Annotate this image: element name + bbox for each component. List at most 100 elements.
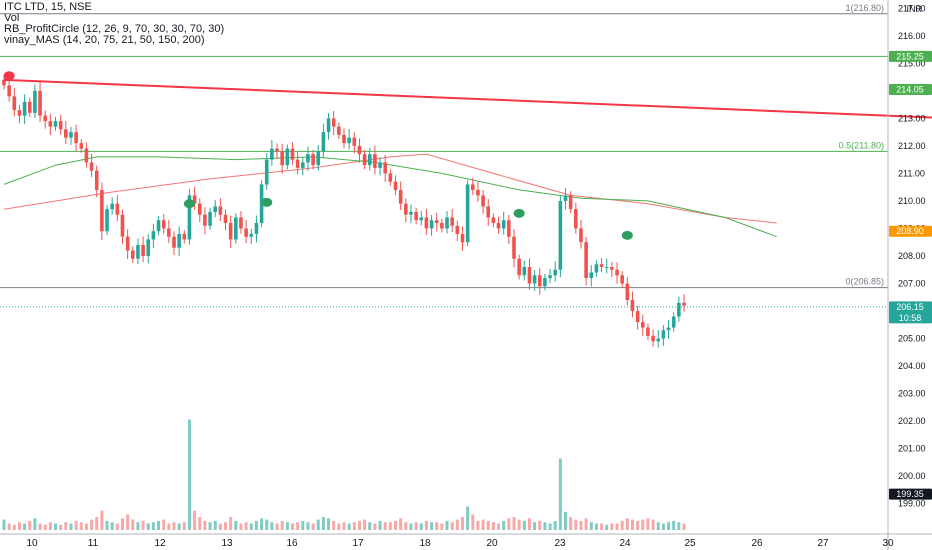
- candle[interactable]: [84, 148, 89, 163]
- candle[interactable]: [156, 220, 161, 232]
- candle[interactable]: [326, 118, 331, 133]
- candle[interactable]: [517, 258, 521, 276]
- candle[interactable]: [491, 217, 496, 223]
- candle[interactable]: [208, 211, 212, 226]
- candle[interactable]: [105, 209, 109, 232]
- candle[interactable]: [522, 267, 527, 276]
- candle[interactable]: [460, 233, 465, 243]
- candle[interactable]: [239, 217, 243, 229]
- candle[interactable]: [64, 129, 68, 138]
- candle[interactable]: [594, 264, 599, 273]
- candle[interactable]: [409, 211, 413, 215]
- candle[interactable]: [630, 300, 635, 312]
- candle[interactable]: [640, 322, 645, 328]
- plot-area[interactable]: 1(216.80) 0.5(211.80) 0(206.85): [0, 3, 932, 530]
- candle[interactable]: [558, 200, 563, 270]
- candle[interactable]: [74, 132, 78, 144]
- candle[interactable]: [182, 233, 187, 240]
- candle[interactable]: [100, 189, 104, 232]
- time-axis[interactable]: 10 11 12 13 16 17 18 20 23 24 25 26 27 30: [0, 533, 932, 549]
- candle[interactable]: [398, 189, 403, 204]
- candle[interactable]: [635, 311, 640, 323]
- candle[interactable]: [362, 154, 367, 166]
- candle[interactable]: [682, 302, 686, 306]
- candle[interactable]: [615, 269, 619, 276]
- candle[interactable]: [476, 189, 480, 196]
- candle[interactable]: [589, 272, 594, 279]
- candle[interactable]: [342, 134, 346, 144]
- candle[interactable]: [625, 283, 630, 301]
- candle[interactable]: [440, 222, 444, 229]
- candle[interactable]: [414, 211, 418, 221]
- candle[interactable]: [584, 242, 588, 279]
- candle[interactable]: [228, 222, 233, 240]
- candle[interactable]: [270, 148, 274, 160]
- candle[interactable]: [331, 118, 336, 127]
- candle[interactable]: [300, 162, 305, 168]
- candle[interactable]: [213, 206, 218, 212]
- candle[interactable]: [38, 90, 42, 116]
- candle[interactable]: [620, 275, 624, 284]
- candle[interactable]: [470, 184, 475, 190]
- candle[interactable]: [120, 214, 125, 237]
- candle[interactable]: [501, 220, 506, 229]
- indicator1-label[interactable]: RB_ProfitCircle (12, 26, 9, 70, 30, 30, …: [4, 23, 225, 35]
- candle[interactable]: [218, 206, 223, 215]
- candle[interactable]: [7, 85, 11, 97]
- candle[interactable]: [532, 275, 537, 284]
- candle[interactable]: [254, 222, 259, 234]
- candle[interactable]: [141, 244, 145, 256]
- candle[interactable]: [568, 195, 573, 210]
- candle[interactable]: [203, 214, 207, 226]
- candle[interactable]: [553, 269, 558, 276]
- candle[interactable]: [125, 236, 130, 251]
- candle[interactable]: [419, 217, 424, 221]
- candle[interactable]: [43, 115, 48, 122]
- candle[interactable]: [280, 151, 284, 166]
- candle[interactable]: [496, 222, 501, 229]
- vol-label[interactable]: Vol: [4, 12, 20, 24]
- candle[interactable]: [661, 330, 666, 339]
- candle[interactable]: [264, 159, 269, 185]
- candle[interactable]: [146, 239, 151, 256]
- signal-dot[interactable]: [513, 208, 525, 218]
- candle[interactable]: [136, 244, 140, 259]
- candle[interactable]: [48, 121, 53, 127]
- candle[interactable]: [192, 195, 197, 204]
- candle[interactable]: [17, 110, 22, 116]
- candle[interactable]: [486, 206, 491, 218]
- candle[interactable]: [455, 225, 460, 234]
- candle[interactable]: [671, 316, 676, 328]
- candle[interactable]: [677, 302, 681, 317]
- candle[interactable]: [321, 132, 326, 152]
- candle[interactable]: [352, 137, 357, 146]
- candle[interactable]: [130, 250, 135, 259]
- candle[interactable]: [290, 148, 295, 160]
- candle[interactable]: [434, 220, 439, 223]
- candle[interactable]: [79, 143, 84, 149]
- candle[interactable]: [367, 154, 372, 166]
- signal-dot[interactable]: [261, 197, 273, 207]
- candle[interactable]: [2, 79, 6, 86]
- candle[interactable]: [172, 236, 176, 248]
- candle[interactable]: [404, 203, 408, 215]
- candle[interactable]: [249, 233, 254, 237]
- candle[interactable]: [22, 101, 27, 116]
- moving-average-green[interactable]: [3, 156, 777, 238]
- candle[interactable]: [316, 151, 321, 166]
- signal-dot[interactable]: [621, 230, 633, 240]
- candle[interactable]: [187, 195, 192, 240]
- candle[interactable]: [450, 217, 454, 226]
- symbol-label[interactable]: ITC LTD, 15, NSE: [4, 1, 92, 13]
- candle[interactable]: [167, 228, 171, 237]
- candle[interactable]: [295, 159, 300, 168]
- candle[interactable]: [579, 228, 583, 243]
- candle[interactable]: [53, 121, 58, 127]
- candle[interactable]: [651, 335, 655, 342]
- candle[interactable]: [89, 162, 94, 171]
- candle[interactable]: [383, 162, 388, 174]
- candle[interactable]: [393, 181, 398, 190]
- candle[interactable]: [656, 338, 661, 342]
- candle[interactable]: [424, 217, 429, 229]
- candle[interactable]: [151, 231, 156, 240]
